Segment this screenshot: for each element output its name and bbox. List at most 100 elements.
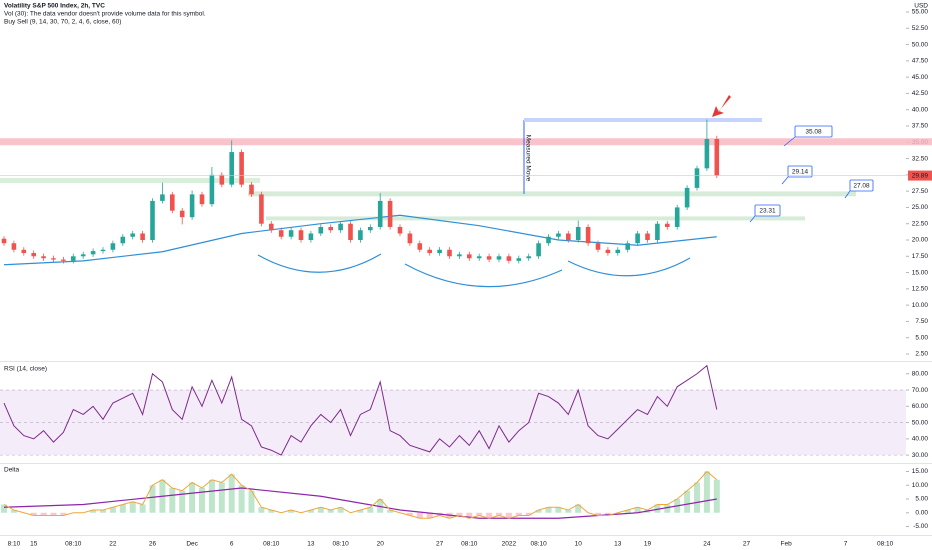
callout-box <box>794 125 833 138</box>
candle-body <box>249 184 254 195</box>
delta-bar <box>327 510 334 513</box>
y-tick-label: 15.00 <box>912 468 929 475</box>
y-tick-label: 40.00 <box>912 436 929 443</box>
delta-bar <box>258 507 265 513</box>
x-tick-label: Feb <box>780 541 792 548</box>
delta-bar <box>515 512 522 516</box>
delta-bar <box>604 512 611 516</box>
candle-body <box>457 254 462 257</box>
delta-bar <box>337 507 344 513</box>
delta-bar <box>456 512 463 516</box>
candle-body <box>150 200 155 240</box>
pattern-curve <box>404 263 563 288</box>
x-tick-label: 15 <box>30 541 38 548</box>
y-tick-label: 42.50 <box>912 90 929 97</box>
candle-body <box>140 233 145 240</box>
delta-bar <box>90 510 97 513</box>
delta-bar <box>496 512 502 516</box>
delta-bar <box>575 504 582 513</box>
candle-body <box>41 256 46 259</box>
candle-body <box>21 249 27 254</box>
candle-body <box>318 226 324 234</box>
candle-body <box>100 249 106 252</box>
candle-body <box>189 194 195 218</box>
y-tick-label: 5.00 <box>915 334 928 341</box>
candle-body <box>358 230 363 240</box>
delta-bar <box>218 482 225 513</box>
candle-body <box>516 258 522 261</box>
candle-body <box>288 230 294 237</box>
y-tick-label: 10.00 <box>912 482 929 489</box>
delta-title: Delta <box>4 467 20 474</box>
y-tick-label: 5.00 <box>915 496 928 503</box>
candle-body <box>615 249 621 254</box>
delta-bar <box>100 510 106 513</box>
x-tick-label: 8:10 <box>8 541 21 548</box>
y-tick-label: 40.00 <box>912 106 929 113</box>
y-tick-label: 22.50 <box>912 220 929 227</box>
candle-body <box>704 139 710 169</box>
y-tick-label: 0.00 <box>915 509 928 516</box>
callout-line <box>783 136 796 147</box>
level-label: 27.08 <box>853 183 870 190</box>
pattern-curve <box>257 253 382 273</box>
delta-bar <box>238 485 245 513</box>
delta-bar <box>199 488 205 513</box>
level-label: 35.08 <box>805 129 822 136</box>
x-tick-label: 08:10 <box>263 541 280 548</box>
candle-body <box>239 152 244 185</box>
delta-bar <box>189 482 196 513</box>
y-tick-label: 25.00 <box>912 204 929 211</box>
x-tick-label: 19 <box>644 541 652 548</box>
candle-body <box>575 226 581 240</box>
level-label: 23.31 <box>759 208 776 215</box>
y-tick-label: 47.50 <box>912 58 929 65</box>
candle-body <box>605 249 611 254</box>
x-tick-label: 08:10 <box>461 541 478 548</box>
level-zone <box>0 138 932 146</box>
y-tick-label: 37.50 <box>912 123 929 130</box>
y-tick-label: 20.00 <box>912 237 929 244</box>
delta-bar <box>694 482 700 513</box>
candle-body <box>209 174 215 205</box>
chart-note: Buy Sell (9, 14, 30, 70, 2, 4, 6, close,… <box>4 19 121 26</box>
x-tick-label: 22 <box>109 541 117 548</box>
y-tick-label: 17.50 <box>912 253 929 260</box>
delta-bar <box>60 512 67 516</box>
chart-title: Volatility S&P 500 Index, 2h, TVC <box>4 3 105 10</box>
candle-body <box>397 226 403 234</box>
delta-bar <box>535 510 542 513</box>
candle-body <box>496 256 502 260</box>
delta-bar <box>357 510 364 513</box>
delta-bar <box>466 512 473 519</box>
delta-line <box>3 470 718 519</box>
candle-body <box>377 200 383 227</box>
delta-bar <box>654 504 661 513</box>
candle-body <box>130 233 135 237</box>
y-tick-label: 60.00 <box>912 403 929 410</box>
callout-line <box>781 176 789 185</box>
x-tick-label: Dec <box>186 541 198 548</box>
delta-bar <box>268 510 275 513</box>
candle-body <box>338 223 343 231</box>
y-tick-label: 7.50 <box>915 318 928 325</box>
candle-body <box>447 249 452 257</box>
delta-bar <box>367 507 374 513</box>
candle-body <box>179 210 185 218</box>
candle-body <box>160 194 165 201</box>
delta-bar <box>307 510 314 513</box>
candle-body <box>259 194 264 224</box>
candle-body <box>625 243 630 250</box>
candle-body <box>11 243 17 250</box>
candle-body <box>71 256 76 261</box>
x-tick-label: 13 <box>307 541 315 548</box>
candle-body <box>546 236 551 244</box>
candle-body <box>51 258 56 260</box>
delta-bar <box>476 512 483 516</box>
candle-body <box>110 243 116 250</box>
delta-bar <box>505 512 512 519</box>
delta-bar <box>139 504 146 513</box>
callout-line <box>844 190 851 199</box>
delta-bar <box>595 512 601 516</box>
